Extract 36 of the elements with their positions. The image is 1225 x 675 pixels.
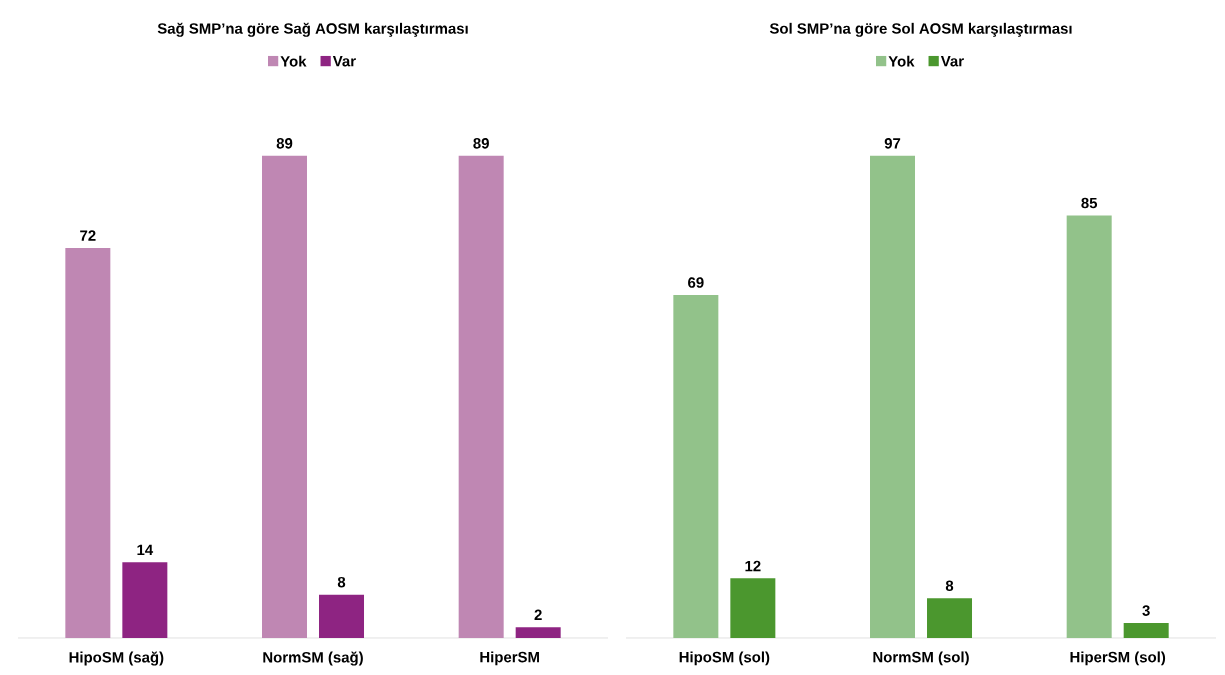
bar	[458, 155, 504, 638]
data-label: 2	[534, 609, 542, 620]
bar	[319, 594, 365, 638]
x-tick-label: NormSM (sağ)	[263, 651, 363, 666]
data-label: 12	[745, 560, 761, 572]
x-tick-label: NormSM (sol)	[873, 651, 969, 666]
x-tick-label: HiperSM	[480, 651, 539, 666]
data-label: 69	[688, 277, 704, 288]
chart-title: Sol SMP’na göre Sol AOSM karşılaştırması	[769, 22, 1072, 37]
data-label: 3	[1142, 605, 1150, 616]
data-label: 97	[884, 138, 901, 149]
bar	[870, 155, 916, 638]
chart-title: Sağ SMP’na göre Sağ AOSM karşılaştırması	[157, 22, 468, 37]
data-label: 8	[337, 576, 346, 588]
bar	[673, 295, 719, 638]
legend-label: Var	[332, 56, 356, 67]
x-tick-label: HipoSM (sağ)	[69, 651, 164, 666]
data-label: 85	[1081, 197, 1098, 209]
data-label: 14	[137, 544, 154, 555]
data-label: 89	[473, 138, 489, 149]
data-label: 72	[80, 230, 96, 241]
legend-label: Yok	[888, 55, 915, 67]
bar	[515, 627, 561, 638]
bar	[730, 578, 776, 638]
data-label: 89	[276, 138, 293, 149]
data-label: 8	[945, 580, 954, 592]
bar	[65, 247, 111, 638]
bar	[1066, 215, 1112, 638]
legend-label: Var	[940, 56, 964, 67]
bar	[122, 562, 168, 638]
bar	[262, 155, 308, 638]
x-tick-label: HiperSM (sol)	[1070, 651, 1166, 666]
legend-label: Yok	[280, 55, 307, 67]
x-tick-label: HipoSM (sol)	[679, 651, 770, 666]
bar	[1123, 623, 1169, 638]
bar	[927, 598, 973, 638]
